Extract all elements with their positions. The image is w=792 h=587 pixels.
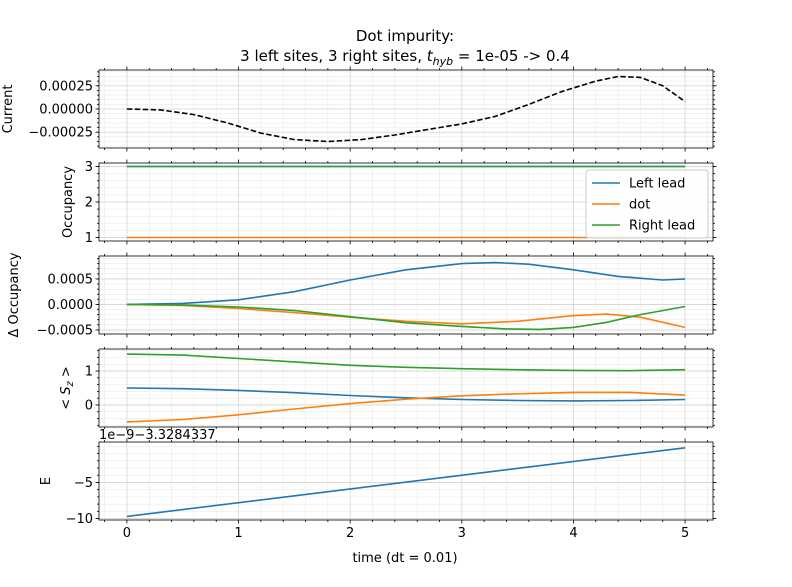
- y-tick-label-2-0: 0.0005: [48, 272, 94, 287]
- y-axis-label-2: Δ Occupancy: [7, 252, 22, 337]
- y-tick-label-2-1: 0.0000: [48, 298, 94, 313]
- x-ticks: [104, 345, 708, 431]
- series-line-3-0: [126, 387, 686, 402]
- y-ticks: [95, 71, 717, 147]
- legend: Left lead dot Right lead: [585, 169, 709, 239]
- series-line-4-0: [126, 447, 686, 518]
- ylabel-part: <: [59, 395, 74, 410]
- y-axis-label-1: Occupancy: [61, 166, 76, 238]
- legend-box: [585, 169, 709, 239]
- title-suffix: = 1e-05 -> 0.4: [453, 47, 570, 65]
- y-ticks: [95, 350, 717, 426]
- minor-grid: [99, 349, 713, 427]
- y-tick-label-1-2: 3: [85, 160, 93, 175]
- ylabel-part-end: >: [59, 366, 74, 381]
- series-line-2-0: [126, 261, 686, 306]
- y-tick-label-4-0: −5: [74, 476, 93, 491]
- axes-frame: [98, 441, 714, 521]
- panel-4: −5 −10 0 1 2 3 4 5 E 1e−9−3.3284337: [39, 428, 717, 541]
- legend-label-1: dot: [629, 198, 650, 213]
- ylabel-symbol: S: [59, 386, 74, 394]
- y-tick-label-3-1: 1: [85, 365, 93, 380]
- y-tick-label-1-1: 2: [85, 196, 93, 211]
- y-axis-label-4: E: [39, 477, 54, 485]
- x-tick-label-3: 3: [458, 526, 466, 541]
- series-line-2-1: [126, 303, 686, 329]
- x-axis-label: time (dt = 0.01): [352, 551, 457, 566]
- y-tick-label-0-2: −0.00025: [28, 126, 93, 141]
- x-ticks: [104, 438, 708, 524]
- offset-text: 1e−9−3.3284337: [99, 428, 216, 443]
- axes-frame: [98, 255, 714, 335]
- y-tick-label-3-0: 0: [85, 398, 93, 413]
- axes-frame: [98, 348, 714, 428]
- title-prefix: 3 left sites, 3 right sites,: [240, 47, 427, 65]
- x-tick-label-5: 5: [681, 526, 689, 541]
- major-grid: [99, 349, 713, 427]
- x-ticks: [104, 252, 708, 338]
- y-axis-label-0: Current: [1, 85, 16, 134]
- y-tick-label-4-1: −10: [66, 512, 93, 527]
- panel-0: 0.00025 0.00000 −0.00025 Current: [1, 66, 717, 152]
- x-ticks: [104, 159, 708, 245]
- chart-title-line1: Dot impurity:: [356, 27, 454, 45]
- panel-3: 0 1 < Sz >: [59, 345, 717, 431]
- y-ticks: [95, 258, 717, 331]
- series-line-3-2: [126, 353, 686, 372]
- panel-1: 1 2 3 Occupancy Left lead dot Right lead: [61, 159, 717, 246]
- y-ticks: [95, 445, 717, 519]
- legend-label-2: Right lead: [629, 219, 695, 234]
- x-tick-label-1: 1: [234, 526, 242, 541]
- x-tick-label-4: 4: [569, 526, 577, 541]
- x-tick-label-2: 2: [346, 526, 354, 541]
- y-axis-label-3: < Sz >: [59, 366, 76, 410]
- legend-label-0: Left lead: [629, 177, 685, 192]
- major-grid: [99, 256, 713, 334]
- ylabel-subscript: z: [65, 380, 76, 387]
- y-tick-label-2-2: −0.0005: [37, 323, 93, 338]
- y-ticks: [95, 166, 717, 238]
- x-tick-label-0: 0: [123, 526, 131, 541]
- y-tick-label-0-0: 0.00025: [39, 79, 93, 94]
- major-grid: [99, 70, 713, 148]
- series-line-2-2: [126, 303, 686, 331]
- panel-2: 0.0005 0.0000 −0.0005 Δ Occupancy: [7, 252, 717, 338]
- series-line-3-1: [126, 391, 686, 423]
- y-tick-label-1-0: 1: [85, 231, 93, 246]
- title-subscript: hyb: [433, 55, 453, 68]
- y-tick-label-0-1: 0.00000: [39, 103, 93, 118]
- x-ticks: [104, 66, 708, 152]
- chart-title-line2: 3 left sites, 3 right sites, thyb = 1e-0…: [240, 47, 570, 68]
- title-symbol: t: [427, 47, 434, 65]
